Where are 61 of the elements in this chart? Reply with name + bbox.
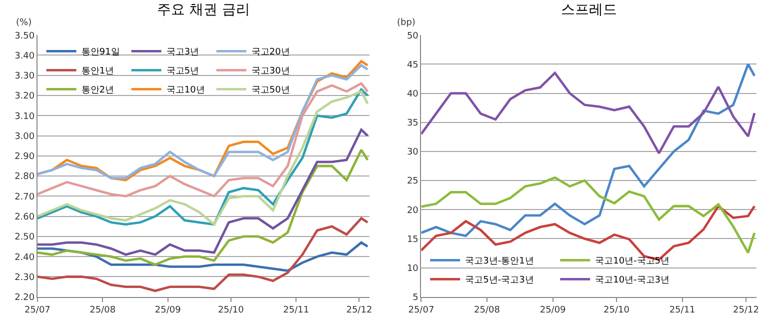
y-tick-label: 5 <box>412 293 418 304</box>
y-tick-label: 10 <box>406 264 419 274</box>
legend-label: 국고20년 <box>251 48 290 58</box>
line-series <box>37 148 369 266</box>
y-tick-label: 2.60 <box>14 212 35 222</box>
y-tick-label: 3.10 <box>14 112 35 122</box>
legend-label: 국고3년 <box>166 48 200 58</box>
legend-label: 국고50년 <box>251 86 290 96</box>
x-tick-label: 25/12 <box>346 306 372 316</box>
y-tick-label: 2.20 <box>14 293 35 304</box>
line-series <box>37 217 369 292</box>
x-tick-label: 25/11 <box>283 306 310 316</box>
x-tick-label: 25/08 <box>90 306 116 316</box>
y-tick-label: 3.50 <box>14 31 35 42</box>
legend-label: 국고30년 <box>251 66 290 77</box>
line-series <box>421 72 756 154</box>
line-series <box>421 176 756 254</box>
legend-label: 통안91일 <box>81 48 120 58</box>
x-tick-label: 25/10 <box>218 306 244 316</box>
y-tick-label: 40 <box>406 89 419 100</box>
y-tick-label: 2.70 <box>14 192 35 202</box>
x-tick-label: 25/11 <box>669 306 696 316</box>
chart-title: 주요 채권 금리 <box>157 2 250 18</box>
legend-label: 국고5년 <box>166 66 200 77</box>
y-tick-label: 3.40 <box>14 51 35 62</box>
y-tick-label: 3.30 <box>14 72 35 82</box>
y-tick-label: 2.90 <box>14 152 35 162</box>
y-tick-label: 25 <box>406 176 418 187</box>
chart-title: 스프레드 <box>561 2 617 18</box>
y-tick-label: 3.20 <box>14 92 35 102</box>
y-axis-title: (bp) <box>397 18 416 28</box>
legend-label: 국고10년 <box>166 86 205 96</box>
x-tick-label: 25/10 <box>604 306 630 316</box>
y-axis-title: (%) <box>16 18 32 28</box>
y-tick-label: 2.50 <box>14 232 35 243</box>
line-series <box>421 62 756 237</box>
y-tick-label: 2.80 <box>14 172 35 182</box>
x-tick-label: 25/08 <box>474 306 500 316</box>
legend-label: 국고10년-국고3년 <box>595 276 670 286</box>
legend-label: 통안2년 <box>81 86 114 96</box>
x-tick-label: 25/12 <box>733 306 759 316</box>
y-tick-label: 50 <box>406 31 419 42</box>
y-tick-label: 20 <box>406 206 419 216</box>
y-tick-label: 30 <box>406 148 419 158</box>
line-series <box>37 241 369 272</box>
legend-label: 통안1년 <box>81 66 114 77</box>
line-series <box>37 82 369 198</box>
line-series <box>37 128 369 256</box>
legend-label: 국고3년-통안1년 <box>465 256 534 267</box>
y-tick-label: 15 <box>406 234 418 245</box>
legend-label: 국고5년-국고3년 <box>465 276 534 286</box>
y-tick-label: 2.40 <box>14 252 35 263</box>
x-tick-label: 25/09 <box>154 306 182 316</box>
y-tick-label: 3.00 <box>14 132 35 142</box>
x-tick-label: 25/09 <box>540 306 566 316</box>
legend-label: 국고10년-국고5년 <box>595 256 670 267</box>
y-tick-label: 35 <box>406 118 418 129</box>
y-tick-label: 2.30 <box>14 272 35 283</box>
x-tick-label: 25/07 <box>24 306 50 316</box>
y-tick-label: 45 <box>406 60 418 70</box>
x-tick-label: 25/07 <box>408 306 434 316</box>
